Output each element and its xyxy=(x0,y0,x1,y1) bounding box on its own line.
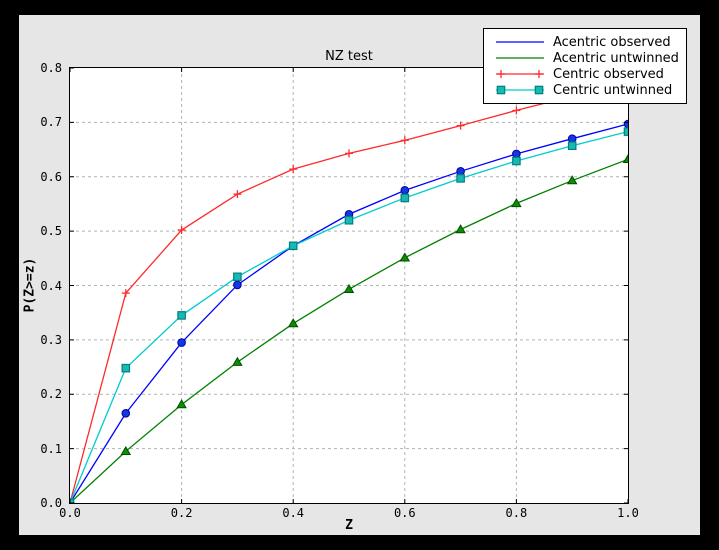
marker-circle xyxy=(456,167,465,176)
legend-item: Centric untwinned xyxy=(494,82,680,98)
x-tick-label: 0.4 xyxy=(282,506,305,520)
x-axis-label: Z xyxy=(345,518,353,533)
y-tick-label: 0.5 xyxy=(40,224,62,239)
marker-circle xyxy=(400,186,410,195)
series-line-centric-untwinned xyxy=(70,130,628,503)
marker-triangle xyxy=(343,283,355,294)
marker-circle xyxy=(567,134,577,143)
marker-circle xyxy=(121,408,131,418)
marker-triangle xyxy=(232,356,243,366)
marker-square xyxy=(121,363,131,373)
y-tick-label: 0.1 xyxy=(40,441,62,456)
x-tick-label: 1.0 xyxy=(617,506,639,520)
marker-triangle xyxy=(176,399,187,409)
legend-item: Acentric observed xyxy=(494,34,680,50)
series-line-acentric-observed xyxy=(70,123,628,503)
legend-sample-circle-icon xyxy=(496,41,544,43)
marker-triangle xyxy=(511,197,522,208)
y-tick-label: 0.0 xyxy=(40,496,62,510)
marker-triangle xyxy=(622,153,628,164)
marker-square xyxy=(623,127,628,136)
marker-square xyxy=(177,311,186,320)
x-tick-label: 0.6 xyxy=(393,506,416,520)
y-tick-label: 0.6 xyxy=(40,169,62,184)
x-tick-label: 0.2 xyxy=(170,506,193,520)
marker-circle xyxy=(623,119,628,129)
marker-triangle xyxy=(566,175,578,185)
marker-square xyxy=(288,241,298,251)
legend-label: Acentric untwinned xyxy=(553,50,679,66)
marker-triangle xyxy=(120,445,132,456)
marker-square xyxy=(233,272,242,282)
y-tick-label: 0.7 xyxy=(40,115,62,130)
chart-title: NZ test xyxy=(325,49,373,64)
x-tick-label: 0.8 xyxy=(505,506,528,520)
marker-circle xyxy=(177,338,186,347)
marker-square xyxy=(344,215,354,225)
legend-item: Acentric untwinned xyxy=(494,50,680,66)
y-tick-label: 0.8 xyxy=(40,61,62,75)
marker-triangle xyxy=(287,318,299,328)
marker-square xyxy=(400,193,410,203)
y-axis-label: P(Z>=z) xyxy=(22,257,38,313)
marker-circle xyxy=(512,149,521,159)
legend-label: Centric untwinned xyxy=(553,82,673,98)
plot-area xyxy=(69,67,629,504)
y-tick-label: 0.4 xyxy=(40,278,62,293)
legend-sample-square-icon xyxy=(496,85,544,95)
y-tick-label: 0.3 xyxy=(40,332,62,347)
legend-item: Centric observed xyxy=(494,66,680,82)
legend-sample-plus-icon xyxy=(496,70,544,78)
marker-triangle xyxy=(399,252,411,262)
marker-square xyxy=(567,141,577,151)
marker-circle xyxy=(233,280,242,290)
marker-square xyxy=(70,498,75,503)
figure-canvas: NZ test 0.0 0.1 0.2 0.3 0.4 0.5 0.6 0.7 0.8 0.0 0… xyxy=(19,15,700,535)
plot-svg xyxy=(70,68,628,503)
legend: Acentric observed Acentric untwinned Centr… xyxy=(483,28,687,104)
marker-square xyxy=(456,174,465,183)
y-tick-label: 0.2 xyxy=(40,387,62,402)
marker-triangle xyxy=(455,224,466,234)
legend-label: Centric observed xyxy=(553,66,664,82)
x-tick-label: 0.0 xyxy=(59,506,81,520)
legend-label: Acentric observed xyxy=(553,34,671,50)
legend-sample-triangle-icon xyxy=(496,57,544,59)
marker-square xyxy=(512,156,521,166)
